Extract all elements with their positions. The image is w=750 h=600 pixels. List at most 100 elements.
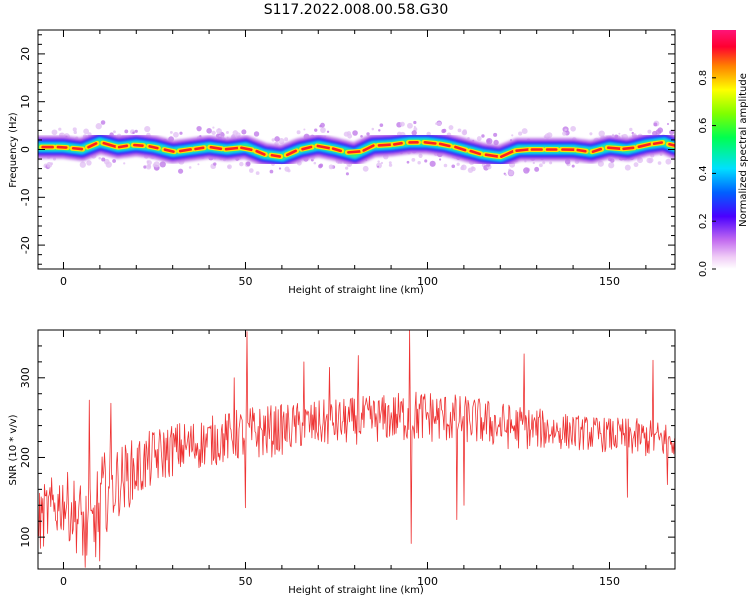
heatmap-core-red — [362, 144, 375, 152]
heatmap-speckle — [212, 126, 215, 129]
y-tick-label: 20 — [19, 47, 32, 61]
heatmap-speckle — [665, 158, 672, 165]
heatmap-speckle — [284, 137, 289, 142]
heatmap-speckle — [508, 170, 514, 176]
heatmap-speckle — [610, 158, 615, 163]
heatmap-speckle — [58, 127, 62, 131]
heatmap-speckle — [98, 157, 101, 160]
x-tick-label: 0 — [60, 275, 67, 288]
heatmap-speckle — [493, 139, 499, 146]
heatmap-core-red — [87, 142, 98, 149]
heatmap-speckle — [296, 130, 301, 135]
heatmap-speckle — [589, 132, 593, 136]
heatmap-core-red — [377, 143, 392, 147]
spectrogram-y-ticks: -20 -10 0 10 20 — [19, 34, 675, 265]
spectrogram-heatmap — [38, 120, 675, 177]
snr-x-axis-label: Height of straight line (km) — [288, 585, 424, 596]
heatmap-speckle — [72, 127, 77, 132]
heatmap-speckle — [197, 163, 200, 166]
heatmap-speckle — [124, 129, 129, 134]
heatmap-speckle — [123, 162, 126, 165]
snr-x-ticks: 0 50 100 150 — [60, 330, 647, 588]
y-tick-label: 200 — [19, 447, 32, 468]
heatmap-core-red — [576, 148, 587, 153]
heatmap-speckle — [143, 165, 147, 169]
heatmap-speckle — [618, 132, 621, 135]
heatmap-core-red — [499, 149, 516, 158]
heatmap-speckle — [153, 161, 160, 168]
heatmap-speckle — [216, 128, 222, 134]
heatmap-speckle — [278, 138, 285, 145]
x-tick-label: 100 — [417, 575, 438, 588]
snr-panel: 0 50 100 150 100 200 300 Height of straight l… — [8, 329, 676, 596]
heatmap-speckle — [388, 161, 392, 165]
heatmap-speckle — [571, 164, 575, 168]
heatmap-speckle — [411, 157, 416, 162]
heatmap-speckle — [388, 163, 393, 167]
heatmap-speckle — [100, 120, 106, 125]
heatmap-core-red — [515, 148, 530, 152]
x-tick-label: 150 — [599, 575, 620, 588]
heatmap-speckle — [178, 168, 184, 174]
heatmap-core-red — [194, 146, 205, 151]
heatmap-speckle — [400, 121, 405, 127]
heatmap-speckle — [413, 120, 417, 125]
x-tick-label: 50 — [238, 575, 252, 588]
spectrogram-panel: 0 50 100 150 -20 -10 0 10 20 Height of straight… — [8, 29, 676, 296]
heatmap-speckle — [462, 130, 468, 135]
heatmap-speckle — [380, 161, 384, 165]
heatmap-speckle — [362, 165, 369, 172]
heatmap-speckle — [303, 128, 306, 131]
heatmap-speckle — [429, 160, 436, 167]
heatmap-speckle — [328, 164, 334, 170]
heatmap-speckle — [621, 134, 624, 137]
heatmap-speckle — [146, 160, 150, 163]
heatmap-speckle — [269, 169, 274, 174]
heatmap-core-red — [454, 145, 467, 152]
heatmap-speckle — [132, 131, 135, 134]
heatmap-speckle — [239, 161, 244, 167]
heatmap-core-red — [255, 149, 266, 156]
heatmap-speckle — [235, 132, 241, 138]
heatmap-speckle — [378, 129, 381, 132]
heatmap-speckle — [241, 129, 247, 135]
figure-title: S117.2022.008.00.58.G30 — [264, 2, 449, 18]
heatmap-speckle — [443, 163, 448, 168]
heatmap-speckle — [633, 162, 639, 168]
y-tick-label: 100 — [19, 527, 32, 548]
snr-y-ticks: 100 200 300 — [19, 329, 675, 570]
heatmap-speckle — [608, 162, 615, 169]
heatmap-speckle — [518, 131, 523, 136]
heatmap-speckle — [461, 164, 465, 168]
heatmap-speckle — [352, 130, 358, 136]
heatmap-speckle — [112, 159, 116, 163]
x-tick-label: 150 — [599, 275, 620, 288]
heatmap-core-red — [209, 145, 223, 151]
heatmap-speckle — [624, 164, 631, 171]
heatmap-speckle — [451, 164, 456, 169]
heatmap-core-red — [484, 153, 499, 158]
heatmap-core-red — [301, 145, 313, 151]
heatmap-speckle — [564, 128, 568, 132]
heatmap-core-red — [668, 142, 675, 147]
colorbar: 0.0 0.2 0.4 0.6 0.8 Normalized spectral ampl… — [698, 30, 749, 277]
heatmap-speckle — [320, 122, 325, 128]
heatmap-speckle — [441, 129, 446, 134]
y-tick-label: -10 — [19, 188, 32, 206]
heatmap-speckle — [493, 132, 498, 137]
heatmap-speckle — [64, 133, 67, 136]
heatmap-core-red — [331, 147, 342, 153]
heatmap-speckle — [179, 131, 183, 135]
colorbar-ticks: 0.0 0.2 0.4 0.6 0.8 — [698, 70, 716, 277]
heatmap-speckle — [313, 161, 317, 165]
heatmap-speckle — [226, 131, 229, 134]
heatmap-speckle — [360, 135, 363, 138]
heatmap-speckle — [79, 161, 86, 168]
snr-y-axis-label: SNR (10 * v/v) — [8, 414, 19, 485]
heatmap-speckle — [511, 134, 514, 137]
heatmap-speckle — [542, 161, 546, 165]
heatmap-core-red — [270, 153, 282, 158]
heatmap-speckle — [648, 159, 653, 164]
heatmap-core-red — [652, 141, 664, 146]
heatmap-speckle — [629, 127, 633, 132]
